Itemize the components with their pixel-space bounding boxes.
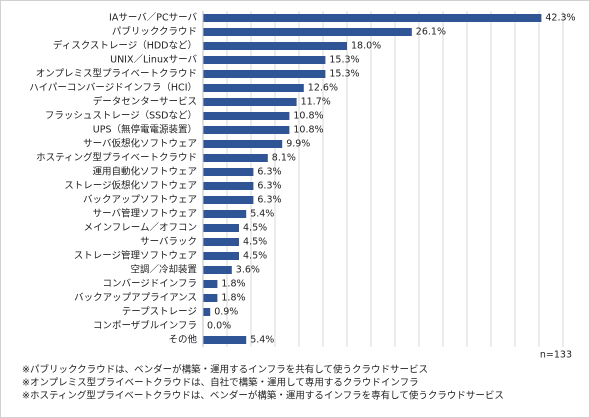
value-label: 15.3% <box>329 69 359 80</box>
y-tick-label: オンプレミス型プライベートクラウド <box>36 69 197 80</box>
y-tick-label: 空調／冷却装置 <box>130 264 197 276</box>
y-tick-label: サーバ仮想化ソフトウェア <box>83 138 197 150</box>
y-tick-label: その他 <box>168 334 197 346</box>
bar <box>203 126 290 134</box>
value-label: 1.8% <box>221 279 245 290</box>
y-tick-label: ハイパーコンバージドインフラ（HCI） <box>29 82 197 94</box>
value-label: 4.5% <box>243 237 267 248</box>
y-tick-label: バックアップソフトウェア <box>83 195 197 206</box>
value-label: 18.0% <box>351 41 381 52</box>
footnote: ※ホスティング型プライベートクラウドは、ベンダーが構築・運用するインフラを専有し… <box>22 390 504 402</box>
value-label: 5.4% <box>250 209 274 220</box>
y-tick-label: データセンターサービス <box>93 96 197 108</box>
bar <box>203 14 542 22</box>
value-label: 3.6% <box>236 265 260 276</box>
bar <box>203 196 254 204</box>
value-label: 4.5% <box>243 251 267 262</box>
y-tick-label: テープストレージ <box>122 307 197 318</box>
sample-size: n=133 <box>540 350 572 361</box>
y-tick-label: IAサーバ／PCサーバ <box>109 13 197 24</box>
bar <box>203 56 326 64</box>
value-label: 12.6% <box>308 83 338 94</box>
y-tick-label: ストレージ仮想化ソフトウェア <box>64 180 197 192</box>
bar <box>203 238 239 246</box>
value-label: 6.3% <box>257 167 281 178</box>
footnote: ※パブリッククラウドは、ベンダーが構築・運用するインフラを共有して使うクラウドサ… <box>22 364 428 376</box>
value-label: 1.8% <box>221 293 245 304</box>
value-label: 11.7% <box>301 97 331 108</box>
value-label: 0.0% <box>207 321 231 332</box>
y-tick-label: サーバラック <box>140 237 197 248</box>
y-tick-label: バックアップアプライアンス <box>74 293 197 304</box>
bar <box>203 224 239 232</box>
footnote: ※オンプレミス型プライベートクラウドは、自社で構築・運用して専用するクラウドイン… <box>22 377 419 389</box>
y-tick-label: UPS（無停電電源装置） <box>93 124 197 136</box>
value-label: 8.1% <box>272 153 296 164</box>
value-label: 4.5% <box>243 223 267 234</box>
y-tick-label: ホスティング型プライベートクラウド <box>36 152 197 164</box>
value-label: 10.8% <box>293 111 323 122</box>
bar <box>203 336 247 344</box>
value-label: 26.1% <box>416 27 446 38</box>
bar <box>203 70 326 78</box>
bar <box>203 182 254 190</box>
bar <box>203 98 297 106</box>
bar <box>203 112 290 120</box>
bar <box>203 140 283 148</box>
bar <box>203 210 247 218</box>
value-label: 6.3% <box>257 181 281 192</box>
y-tick-label: ディスクストレージ（HDDなど） <box>53 40 197 52</box>
y-tick-label: コンバージドインフラ <box>102 279 197 290</box>
bar <box>203 42 347 50</box>
value-label: 5.4% <box>250 335 274 346</box>
bar <box>203 280 218 288</box>
value-label: 0.9% <box>214 307 238 318</box>
value-label: 42.3% <box>545 13 575 24</box>
y-tick-label: 運用自動化ソフトウェア <box>92 166 197 178</box>
bar <box>203 308 211 316</box>
y-tick-label: コンポーザブルインフラ <box>93 320 197 332</box>
value-label: 10.8% <box>293 125 323 136</box>
value-label: 6.3% <box>257 195 281 206</box>
y-tick-label: サーバ管理ソフトウェア <box>93 208 197 220</box>
y-tick-label: フラッシュストレージ（SSDなど） <box>45 110 197 122</box>
bar <box>203 252 239 260</box>
y-tick-label: メインフレーム／オフコン <box>84 223 197 234</box>
bar <box>203 266 232 274</box>
y-tick-label: ストレージ管理ソフトウェア <box>74 250 197 262</box>
value-label: 9.9% <box>286 139 310 150</box>
value-label: 15.3% <box>329 55 359 66</box>
bar <box>203 168 254 176</box>
bar <box>203 154 268 162</box>
bar <box>203 28 412 36</box>
bar <box>203 294 218 302</box>
y-tick-label: UNIX／Linuxサーバ <box>110 55 197 66</box>
bar <box>203 84 304 92</box>
y-tick-label: パブリッククラウド <box>112 26 197 38</box>
